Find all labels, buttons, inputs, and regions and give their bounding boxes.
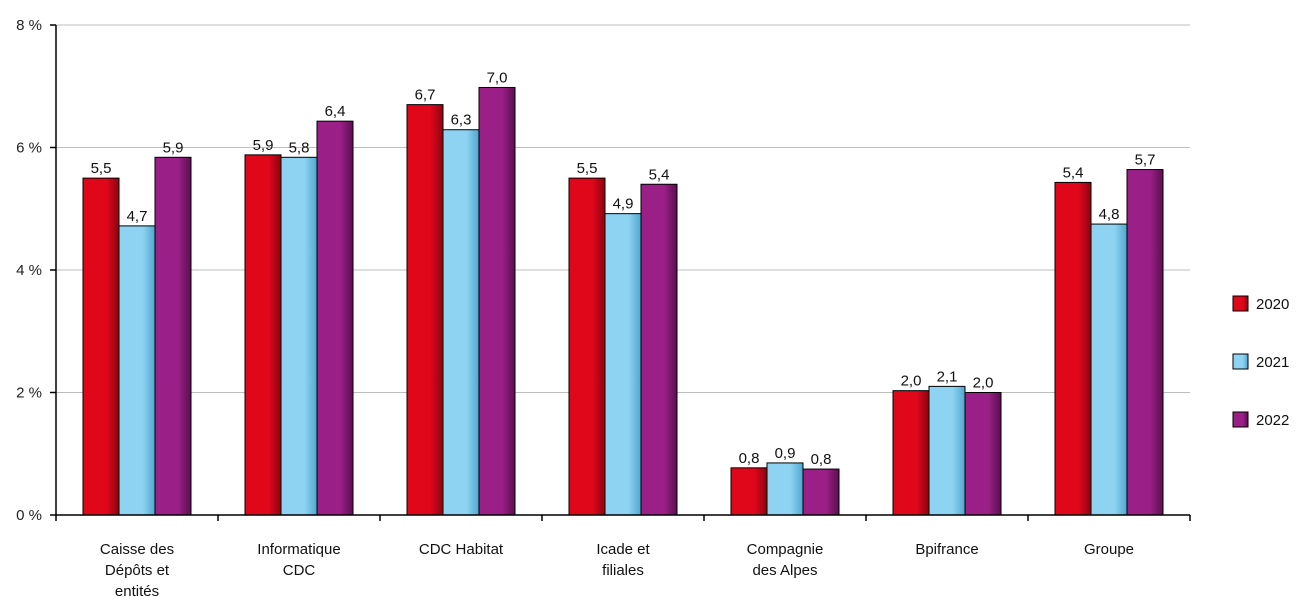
data-label: 7,0 <box>487 69 508 86</box>
data-label: 2,1 <box>937 368 958 385</box>
data-label: 0,8 <box>811 451 832 468</box>
bar-2021 <box>766 462 804 516</box>
legend-swatch <box>1232 411 1249 428</box>
category-label: CDC Habitat <box>419 541 504 558</box>
bar-2021 <box>442 129 480 516</box>
data-label: 5,5 <box>577 160 598 177</box>
bar-2020 <box>892 390 930 516</box>
data-labels: 5,5 4,7 5,9 5,9 5,8 6,4 6,7 6,3 7,0 5,5 4,9 5,4 0,8 0… <box>91 69 1156 468</box>
bar-2022 <box>640 183 678 516</box>
bar-2022 <box>316 120 354 516</box>
legend: 2020 2021 2022 <box>1232 295 1289 429</box>
data-label: 0,9 <box>775 445 796 462</box>
legend-swatch <box>1232 353 1249 370</box>
y-tick-label: 2 % <box>16 385 42 402</box>
bar-2022 <box>964 392 1002 516</box>
bar-2020 <box>406 104 444 516</box>
bar-2022 <box>478 86 516 516</box>
data-label: 6,7 <box>415 87 436 104</box>
data-label: 5,4 <box>649 166 670 183</box>
category-label: Icade et filiales <box>596 541 650 579</box>
data-label: 4,7 <box>127 208 148 225</box>
data-label: 2,0 <box>901 373 922 390</box>
data-label: 5,4 <box>1063 164 1084 181</box>
y-tick-label: 0 % <box>16 507 42 524</box>
data-label: 5,7 <box>1135 152 1156 169</box>
category-label: Caisse des Dépôts et entités <box>100 541 174 597</box>
data-label: 6,4 <box>325 103 346 120</box>
data-label: 2,0 <box>973 375 994 392</box>
data-label: 5,5 <box>91 160 112 177</box>
bar-2022 <box>1126 169 1164 516</box>
bar-2020 <box>82 177 120 516</box>
bar-2020 <box>730 467 768 516</box>
legend-label: 2021 <box>1256 354 1289 371</box>
bar-2020 <box>568 177 606 516</box>
legend-swatch <box>1232 295 1249 312</box>
category-label: Compagnie des Alpes <box>747 541 824 579</box>
bar-2021 <box>118 225 156 516</box>
axes: 0 % 2 % 4 % 6 % 8 % Caisse des Dépôts et entité… <box>16 17 1191 597</box>
bar-2022 <box>802 468 840 516</box>
data-label: 5,8 <box>289 139 310 156</box>
bar-2021 <box>1090 223 1128 516</box>
y-tick-label: 6 % <box>16 140 42 157</box>
data-label: 6,3 <box>451 112 472 129</box>
bar-2021 <box>604 213 642 516</box>
y-tick-label: 4 % <box>16 262 42 279</box>
bar-2021 <box>280 156 318 516</box>
bars <box>82 86 1164 516</box>
data-label: 0,8 <box>739 450 760 467</box>
bar-2020 <box>1054 181 1092 516</box>
data-label: 5,9 <box>253 137 274 154</box>
bar-2021 <box>928 385 966 516</box>
data-label: 4,9 <box>613 196 634 213</box>
bar-2020 <box>244 154 282 516</box>
bar-2022 <box>154 156 192 516</box>
data-label: 4,8 <box>1099 206 1120 223</box>
category-label: Informatique CDC <box>257 541 340 579</box>
category-label: Groupe <box>1084 541 1134 558</box>
legend-label: 2022 <box>1256 412 1289 429</box>
legend-label: 2020 <box>1256 296 1289 313</box>
data-label: 5,9 <box>163 139 184 156</box>
y-tick-label: 8 % <box>16 17 42 34</box>
category-label: Bpifrance <box>915 541 978 558</box>
